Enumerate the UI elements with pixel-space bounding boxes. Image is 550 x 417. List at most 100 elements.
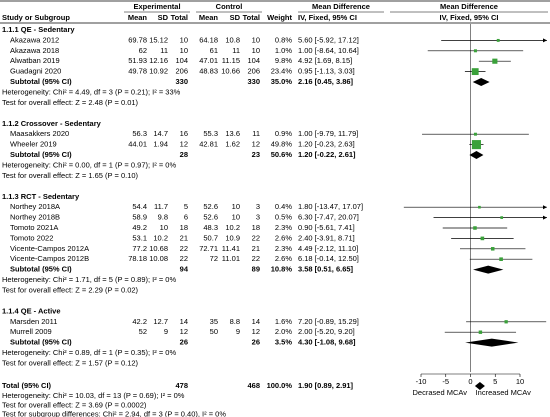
weight: 2.6% [275,254,292,263]
exp-cell: 6 [184,213,188,222]
ctl-cell: 10.66 [221,67,240,76]
group-title: 1.1.4 QE - Active [2,306,61,315]
study-name: Marsden 2011 [10,317,57,326]
mean-difference: 4.49 [-2.12, 11.10] [298,244,358,253]
header: Experimental [133,2,180,11]
x-tick-label: 10 [516,377,524,386]
ctl-cell: 35 [210,317,218,326]
overall-test: Test for overall effect: Z = 2.29 (P = 0… [2,285,139,294]
exp-total: 26 [180,338,188,347]
weight: 100.0% [267,381,293,390]
exp-cell: 9 [164,327,168,336]
subtotal-label: Subtotal (95% CI) [10,265,72,274]
exp-cell: 49.78 [128,67,147,76]
study-square [473,226,477,230]
exp-cell: 15.12 [149,35,168,44]
study-square [499,257,503,262]
mean-difference: 1.00 [-8.64, 10.64] [298,46,359,55]
exp-cell: 54.4 [132,202,147,211]
ctl-total: 330 [247,77,260,86]
weight: 49.8% [271,140,293,149]
exp-cell: 10 [160,223,168,232]
subtotal-label: Subtotal (95% CI) [10,77,72,86]
ctl-cell: 8.8 [230,317,240,326]
mean-difference: 0.90 [-5.61, 7.41] [298,223,355,232]
study-name: Northey 2018B [10,213,60,222]
column-header: Total [171,13,188,22]
x-tick-label: 0 [468,377,472,386]
heterogeneity: Heterogeneity: Chi² = 4.49, df = 3 (P = … [2,87,181,96]
weight: 0.9% [275,129,292,138]
exp-cell: 10.68 [149,244,168,253]
column-header: IV, Fixed, 95% CI [440,13,499,22]
mean-difference: 6.18 [-0.14, 12.50] [298,254,359,263]
overall-test: Test for overall effect: Z = 3.69 (P = 0… [2,400,147,409]
study-square [480,236,485,241]
ctl-cell: 3 [256,213,260,222]
weight: 0.4% [275,202,292,211]
ctl-cell: 14 [252,317,260,326]
overall-test: Test for overall effect: Z = 1.65 (P = 0… [2,171,139,180]
exp-cell: 62 [139,46,147,55]
header: Mean Difference [312,2,370,11]
study-square [500,216,504,219]
weight: 3.5% [275,338,292,347]
column-header: SD [230,13,241,22]
exp-cell: 53.1 [132,233,147,242]
study-name: Vicente-Campos 2012A [10,244,89,253]
header: Control [216,2,243,11]
ctl-cell: 11.01 [222,254,240,263]
exp-cell: 21 [180,233,188,242]
weight: 2.3% [275,223,292,232]
exp-total: 94 [180,265,189,274]
ctl-cell: 10.8 [225,35,240,44]
ctl-cell: 18 [252,223,260,232]
exp-cell: 52 [139,327,147,336]
ctl-cell: 47.01 [199,56,218,65]
ctl-cell: 64.18 [199,35,218,44]
ctl-cell: 61 [210,46,218,55]
ctl-total: 23 [252,150,260,159]
ctl-cell: 10 [252,46,260,55]
mean-difference: 5.60 [-5.92, 17.12] [298,35,359,44]
mean-difference: 1.20 [-0.22, 2.61] [298,150,356,159]
subgroup-test: Test for subgroup differences: Chi² = 2.… [2,409,226,417]
ci-arrow [543,215,547,220]
ctl-cell: 52.6 [203,213,218,222]
exp-cell: 58.9 [132,213,147,222]
subtotal-label: Subtotal (95% CI) [10,338,72,347]
study-name: Tomoto 2022 [10,233,53,242]
ctl-cell: 10 [232,213,240,222]
study-square [478,330,483,334]
study-square [490,247,495,251]
total-label: Total (95% CI) [2,381,52,390]
exp-cell: 51.93 [128,56,147,65]
exp-cell: 56.3 [132,129,147,138]
study-square [473,49,477,53]
exp-total: 330 [175,77,188,86]
ctl-cell: 12 [252,327,260,336]
weight: 0.5% [275,213,292,222]
study-square [471,68,479,76]
summary-diamond [472,78,490,86]
ctl-total: 468 [247,381,260,390]
mean-difference: 7.20 [-0.89, 15.29] [298,317,359,326]
exp-cell: 5 [184,202,188,211]
exp-cell: 1.94 [153,140,168,149]
study-square [492,58,498,64]
study-name: Tomoto 2021A [10,223,58,232]
ctl-cell: 13.6 [225,129,240,138]
exp-cell: 78.18 [128,254,147,263]
exp-cell: 12 [180,327,188,336]
exp-cell: 12.16 [149,56,168,65]
ctl-cell: 10.9 [225,233,240,242]
study-name: Vicente-Campos 2012B [10,254,89,263]
mean-difference: 4.30 [-1.08, 9.68] [298,338,356,347]
column-header: Mean [128,13,148,22]
ctl-cell: 50.7 [203,233,218,242]
column-header: Mean [199,13,219,22]
column-header: IV, Fixed, 95% CI [298,13,357,22]
ctl-cell: 10 [232,202,240,211]
ctl-cell: 48.3 [203,223,218,232]
study-name: Maasakkers 2020 [10,129,69,138]
